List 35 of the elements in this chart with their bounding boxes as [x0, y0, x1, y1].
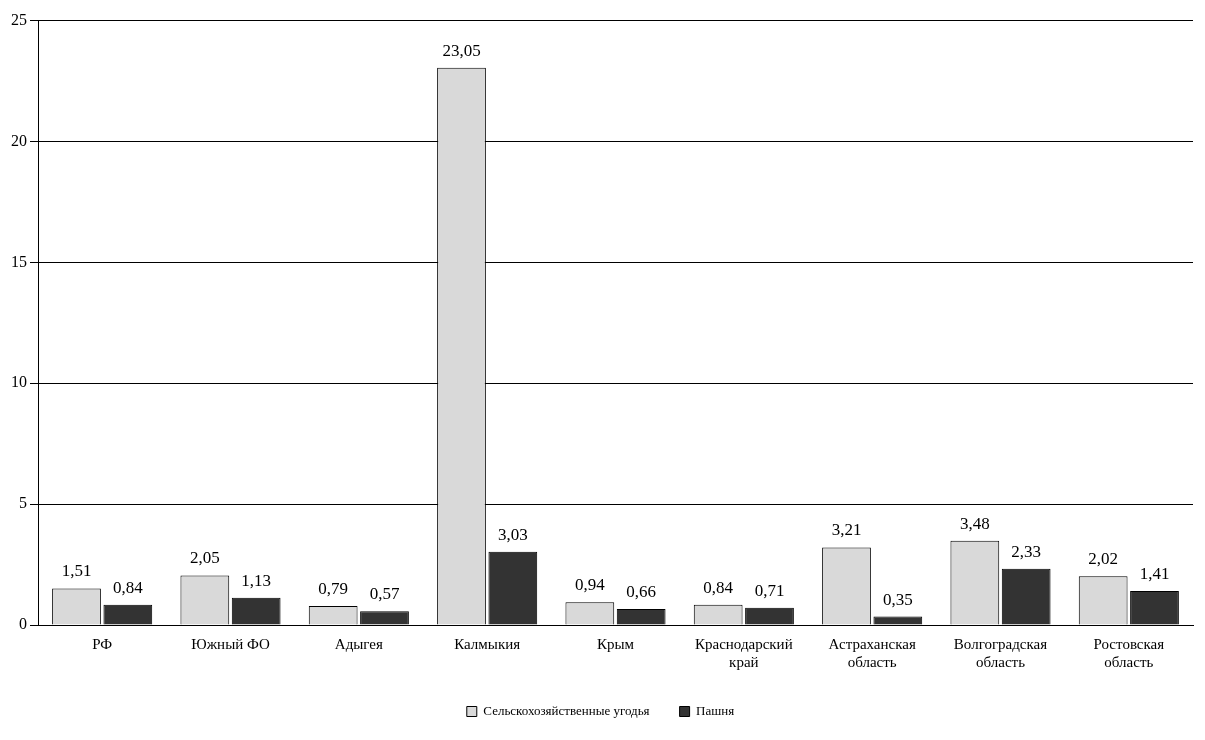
y-tick-label: 20	[11, 131, 27, 149]
x-tick-label: Астраханская область	[828, 635, 916, 670]
data-label: 0,84	[703, 577, 734, 597]
x-tick-label: Краснодарский край	[694, 635, 793, 670]
data-label: 2,02	[1088, 549, 1119, 569]
y-tick-label: 25	[11, 10, 27, 28]
data-label: 1,41	[1139, 563, 1170, 583]
x-tick-label: Адыгея	[334, 635, 383, 652]
x-tick-label: Ростовская область	[1093, 635, 1165, 670]
data-label: 3,21	[831, 520, 862, 540]
data-label: 2,05	[189, 548, 220, 568]
data-label: 2,33	[1011, 541, 1042, 561]
x-tick-label: Крым	[596, 635, 635, 652]
data-label: 0,84	[112, 577, 144, 597]
data-label: 0,66	[626, 582, 657, 602]
x-tick-label: РФ	[92, 635, 113, 652]
data-label: 0,71	[754, 580, 785, 600]
data-label: 1,13	[241, 570, 272, 590]
x-tick-label: Южный ФО	[191, 635, 271, 652]
data-label: 0,79	[318, 578, 349, 598]
y-tick-label: 10	[11, 373, 27, 391]
y-tick-label: 15	[11, 252, 27, 270]
y-tick-label: 0	[19, 615, 27, 633]
data-label: 23,05	[442, 40, 481, 60]
legend-label: Сельскохозяйственные угодья	[483, 702, 650, 718]
x-tick-label: Калмыкия	[454, 635, 521, 652]
data-label: 0,57	[369, 584, 400, 604]
data-label: 0,35	[882, 589, 913, 609]
legend-label: Пашня	[696, 702, 735, 718]
x-tick-label: Волгоградская область	[953, 635, 1048, 670]
data-label: 1,51	[61, 561, 92, 581]
data-label: 0,94	[574, 575, 606, 595]
data-label: 3,03	[497, 524, 528, 544]
data-label: 3,48	[959, 513, 990, 533]
y-tick-label: 5	[19, 494, 27, 512]
